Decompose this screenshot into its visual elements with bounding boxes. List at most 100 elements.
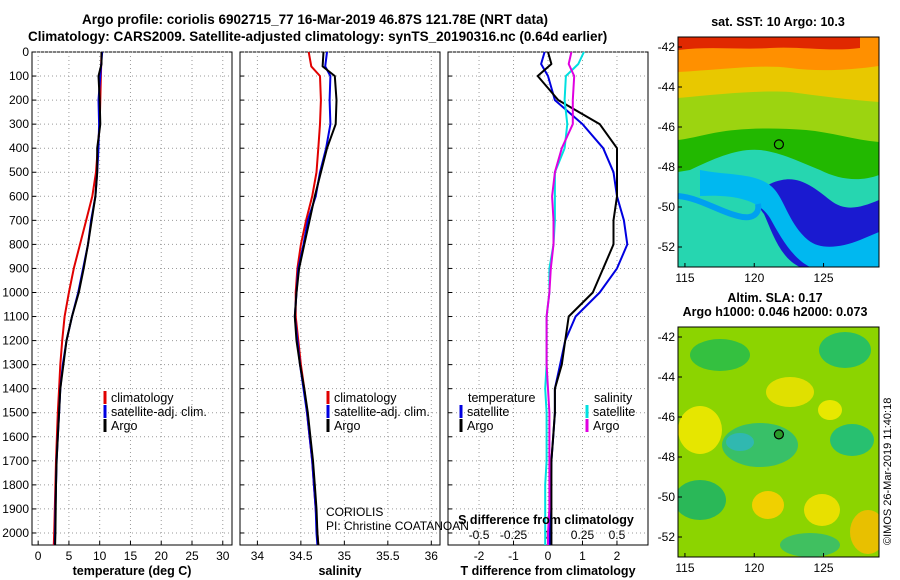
depth-tick-label: 200 (9, 93, 29, 107)
map-y-tick-label: -42 (658, 40, 676, 54)
series-line-difference-temperature-satellite (540, 51, 629, 545)
salinity-panel-frame (239, 51, 441, 546)
depth-tick-label: 1800 (2, 478, 29, 492)
x-tick-label: 30 (216, 549, 230, 563)
x-tick-label: 0 (545, 549, 552, 563)
legend-heading-temperature: temperature (468, 391, 535, 405)
x-tick-label: 36 (425, 549, 439, 563)
x-tick-label: 2 (614, 549, 621, 563)
sst-red-region (678, 37, 860, 50)
legend-label-s-satellite: satellite (593, 405, 635, 419)
x-tick-label: 1 (579, 549, 586, 563)
sst-map-frame (677, 36, 880, 268)
map-y-tick-label: -46 (658, 410, 676, 424)
map-axes: 115 120 125 -42 -44 -46 -48 -50 -52 115 120 125 -42 -… (658, 40, 834, 575)
series-line-salinity-climatology (294, 51, 322, 546)
series-line-salinity-satellite-adj-clim- (293, 51, 332, 546)
legend-label-t-satellite: satellite (467, 405, 509, 419)
depth-tick-label: 1400 (2, 382, 29, 396)
map-y-tick-label: -44 (658, 370, 676, 384)
depth-tick-label: 300 (9, 117, 29, 131)
series-line-difference-salinity-argo (545, 51, 576, 545)
temperature-xlabel: temperature (deg C) (73, 564, 192, 578)
x-tick-label: 5 (66, 549, 73, 563)
map-x-tick-label: 120 (744, 271, 764, 285)
x-tick-label: 10 (93, 549, 107, 563)
profile-series (52, 51, 629, 546)
sla-blob (818, 400, 842, 420)
top-x-tick-label: -0.25 (500, 528, 528, 542)
legend-label-argo: Argo (334, 419, 360, 433)
salinity-xlabel: salinity (318, 564, 361, 578)
temperature-panel-frame (31, 51, 233, 546)
top-x-tick-label: 0.5 (609, 528, 626, 542)
map-y-tick-label: -44 (658, 80, 676, 94)
x-tick-label: 0 (35, 549, 42, 563)
map-y-tick-label: -42 (658, 330, 676, 344)
figure-title-line-2: Climatology: CARS2009. Satellite-adjuste… (28, 29, 608, 44)
depth-tick-label: 100 (9, 69, 29, 83)
sla-map-image (678, 327, 879, 557)
depth-tick-label: 0 (22, 45, 29, 59)
argo-position-marker (773, 429, 785, 440)
sla-blob (819, 332, 871, 368)
depth-tick-label: 1100 (3, 310, 29, 324)
difference-top-xlabel: S difference from climatology (458, 513, 634, 527)
grid-lines: 0100200300400500600700800900100011001200… (2, 45, 648, 563)
x-tick-label: 34 (251, 549, 265, 563)
map-y-tick-label: -50 (658, 200, 676, 214)
sst-light-blue-band (678, 193, 762, 221)
sla-blob (766, 377, 814, 407)
depth-tick-label: 1900 (2, 502, 29, 516)
map-y-tick-label: -50 (658, 490, 676, 504)
sla-map-title: Altim. SLA: 0.17 (727, 291, 822, 305)
sst-map-title: sat. SST: 10 Argo: 10.3 (711, 15, 845, 29)
x-tick-label: 25 (185, 549, 199, 563)
series-line-salinity-argo (293, 51, 338, 546)
map-y-tick-label: -48 (658, 160, 676, 174)
x-tick-label: -2 (474, 549, 485, 563)
map-y-tick-label: -46 (658, 120, 676, 134)
depth-tick-label: 500 (9, 165, 29, 179)
sla-blob (752, 491, 784, 519)
legend-label-satellite: satellite-adj. clim. (334, 405, 430, 419)
map-x-tick-label: 120 (744, 561, 764, 575)
sla-map-subtitle: Argo h1000: 0.046 h2000: 0.073 (683, 305, 868, 319)
sla-blob (678, 406, 722, 454)
figure-title-line-1: Argo profile: coriolis 6902715_77 16-Mar… (82, 12, 548, 27)
difference-legend: temperature satellite Argo salinity sate… (459, 391, 635, 433)
sst-cyan-filament (700, 170, 879, 267)
depth-tick-label: 600 (9, 189, 29, 203)
map-y-tick-label: -52 (658, 240, 676, 254)
sla-blob (780, 533, 840, 557)
legend-label-climatology: climatology (111, 391, 174, 405)
series-line-temperature-argo (54, 52, 103, 546)
sst-map-image (678, 37, 879, 267)
depth-tick-label: 2000 (2, 526, 29, 540)
top-x-tick-label: 0.25 (571, 528, 595, 542)
difference-xlabel: T difference from climatology (460, 564, 635, 578)
x-tick-label: -1 (508, 549, 519, 563)
depth-tick-label: 1000 (2, 285, 29, 299)
series-line-difference-temperature-argo (536, 51, 618, 545)
pi-label: PI: Christine COATANOAN (326, 519, 469, 533)
map-x-tick-label: 115 (675, 271, 694, 285)
legend-label-climatology: climatology (334, 391, 397, 405)
depth-tick-label: 900 (9, 261, 29, 275)
imos-stamp: ©IMOS 26-Mar-2019 11:40:18 (882, 398, 894, 545)
depth-tick-label: 1600 (2, 430, 29, 444)
x-tick-label: 35.5 (376, 549, 400, 563)
depth-tick-label: 700 (9, 213, 29, 227)
map-y-tick-label: -52 (658, 530, 676, 544)
x-tick-label: 20 (155, 549, 169, 563)
legend-label-satellite: satellite-adj. clim. (111, 405, 207, 419)
sla-map-frame (677, 326, 880, 558)
argo-position-marker (773, 139, 785, 150)
map-x-tick-label: 125 (814, 271, 834, 285)
credit-label: CORIOLIS (326, 505, 383, 519)
map-x-tick-label: 125 (814, 561, 834, 575)
sla-blob (850, 510, 879, 554)
series-line-temperature-satellite-adj-clim- (53, 51, 104, 546)
legend-label-argo: Argo (111, 419, 137, 433)
